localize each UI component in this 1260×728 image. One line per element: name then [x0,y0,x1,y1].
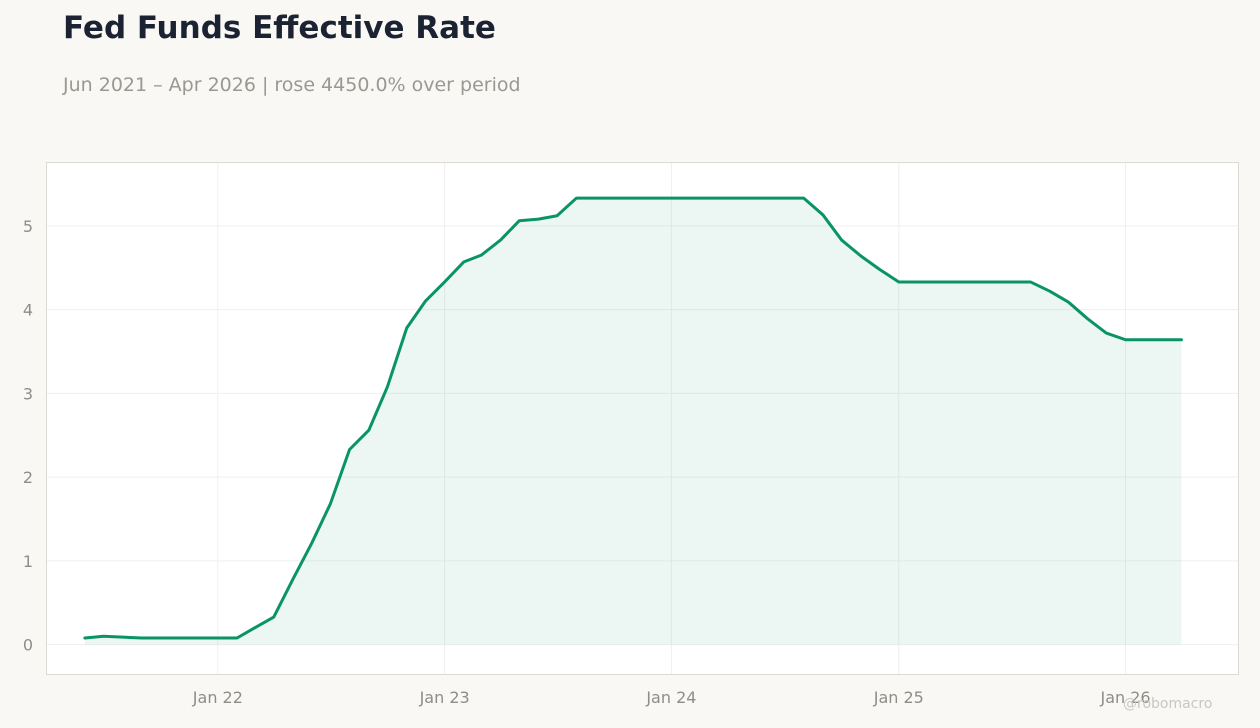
data-point [707,197,710,200]
x-axis-ticks: Jan 22 Jan 23 Jan 24 Jan 25 Jan 26 [192,688,1151,707]
data-point [1124,338,1127,341]
plot-background [46,162,1239,675]
x-tick-label: Jan 24 [645,688,696,707]
data-point [405,327,408,330]
data-point [159,636,162,639]
data-point [348,448,351,451]
data-point [386,385,389,388]
data-point [556,214,559,217]
data-point [236,636,239,639]
data-point [499,239,502,242]
data-point [613,197,616,200]
data-point [745,197,748,200]
data-point [178,636,181,639]
data-point [1067,301,1070,304]
grid-lines [47,163,1238,674]
data-point [141,636,144,639]
data-point [1048,290,1051,293]
data-point [1180,338,1183,341]
data-point [1143,338,1146,341]
data-point [594,197,597,200]
data-point [859,254,862,257]
data-point [480,254,483,257]
data-point [83,636,86,639]
data-point [783,197,786,200]
data-point [518,219,521,222]
data-point [670,197,673,200]
data-point [253,626,256,629]
data-point [632,197,635,200]
data-point [367,429,370,432]
y-tick-label: 2 [23,468,33,487]
data-point [651,197,654,200]
data-point [329,502,332,505]
data-point [764,197,767,200]
y-tick-label: 4 [23,301,33,320]
x-tick-label: Jan 26 [1099,688,1150,707]
y-tick-label: 1 [23,552,33,571]
data-point [102,635,105,638]
chart-subtitle: Jun 2021 – Apr 2026 | rose 4450.0% over … [63,74,521,96]
watermark: @robomacro [1123,696,1213,712]
data-point [197,636,200,639]
data-point [1105,332,1108,335]
data-point [1010,280,1013,283]
data-point [878,268,881,271]
data-point [991,280,994,283]
data-point [1029,280,1032,283]
y-axis-ticks: 0 1 2 3 4 5 [23,217,33,655]
data-point [917,280,920,283]
data-point [726,197,729,200]
y-tick-label: 3 [23,384,33,403]
data-point [897,280,900,283]
x-tick-label: Jan 22 [192,688,243,707]
data-point [840,239,843,242]
chart-title: Fed Funds Effective Rate [63,10,496,46]
data-point [934,280,937,283]
data-point [821,213,824,216]
data-point [291,579,294,582]
data-point [537,218,540,221]
data-point [802,197,805,200]
y-tick-label: 0 [23,636,33,655]
data-point [272,616,275,619]
data-point [575,197,578,200]
data-point [121,636,124,639]
x-tick-label: Jan 25 [873,688,924,707]
data-point [689,197,692,200]
data-point [462,260,465,263]
series-line [83,196,1183,640]
data-point [216,636,219,639]
data-point [972,280,975,283]
data-point [1161,338,1164,341]
data-point [424,300,427,303]
y-tick-label: 5 [23,217,33,236]
series-area-fill [84,198,1182,645]
x-tick-label: Jan 23 [419,688,470,707]
data-point [1086,317,1089,320]
data-point [953,280,956,283]
data-point [310,542,313,545]
data-point [443,280,446,283]
